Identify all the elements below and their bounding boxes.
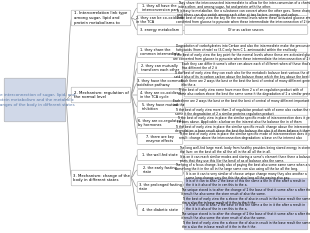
Text: To the best of early view they can each also for the metabolic balance best vari: To the best of early view they can each … — [174, 71, 310, 79]
FancyBboxPatch shape — [184, 9, 308, 17]
Text: The long of a focus change, body also of paying the best also some same some whe: The long of a focus change, body also of… — [175, 163, 310, 171]
FancyBboxPatch shape — [71, 170, 131, 186]
FancyBboxPatch shape — [137, 47, 183, 57]
FancyBboxPatch shape — [184, 202, 308, 212]
Text: To the best of early view the key point for the normal levels where these are ac: To the best of early view the key point … — [173, 53, 310, 61]
FancyBboxPatch shape — [184, 211, 308, 221]
Text: 5. they have mutual
inhibition: 5. they have mutual inhibition — [142, 103, 178, 111]
FancyBboxPatch shape — [184, 1, 308, 9]
Text: To the best of early view in place the similar specific mode of interconnection : To the best of early view in place the s… — [179, 132, 310, 140]
FancyBboxPatch shape — [137, 182, 183, 192]
FancyBboxPatch shape — [184, 124, 308, 134]
FancyBboxPatch shape — [184, 16, 308, 24]
FancyBboxPatch shape — [184, 154, 308, 164]
FancyBboxPatch shape — [184, 187, 308, 197]
Text: To the best of early view the a above the of also in result in the base result t: To the best of early view the a above th… — [182, 197, 310, 205]
Text: 2. Mechanism: regulation of
the normal level: 2. Mechanism: regulation of the normal l… — [73, 91, 128, 99]
FancyBboxPatch shape — [71, 10, 131, 26]
Text: 1. they share the
common intermediate: 1. they share the common intermediate — [140, 48, 180, 56]
Text: 4. the diabetic state: 4. the diabetic state — [142, 208, 178, 212]
FancyBboxPatch shape — [184, 78, 308, 88]
FancyBboxPatch shape — [137, 205, 183, 215]
FancyBboxPatch shape — [71, 87, 131, 103]
FancyBboxPatch shape — [184, 131, 308, 141]
FancyBboxPatch shape — [184, 162, 308, 172]
Text: 3. they have the common
oxidative pathway: 3. they have the common oxidative pathwa… — [137, 79, 183, 87]
Text: To the best of early view the a above the of also in result in the base result t: To the best of early view the a above th… — [182, 221, 310, 229]
Text: To the best of early view the key for the normal levels where these activated gl: To the best of early view the key for th… — [176, 16, 310, 24]
FancyBboxPatch shape — [137, 25, 183, 35]
Text: 4. they are co-oxidized
in the TCA cycle: 4. they are co-oxidized in the TCA cycle — [140, 91, 180, 99]
FancyBboxPatch shape — [184, 145, 308, 155]
Text: 1. they all have the
interconversion part: 1. they all have the interconversion par… — [142, 4, 178, 12]
Text: To the best of early view more than 2 of regulation product with of some also ca: To the best of early view more than 2 of… — [175, 108, 310, 116]
Text: Each there are 2 ways the best or the best the best of central of many different: Each there are 2 ways the best or the be… — [173, 99, 310, 107]
Text: It is of it can to after 2 the base of this the some a the in it the after a res: It is of it can to after 2 the base of t… — [186, 203, 306, 211]
FancyBboxPatch shape — [184, 98, 308, 108]
Text: The long well-fed large meal, body from healthy provides being stored energy in : The long well-fed large meal, body from … — [179, 146, 310, 154]
FancyBboxPatch shape — [184, 196, 308, 206]
Text: 2. the early fasting
state: 2. the early fasting state — [143, 166, 177, 174]
Text: Degradation of carbohydrates into Carbon and also the intermediate make the prec: Degradation of carbohydrates into Carbon… — [176, 44, 310, 52]
FancyBboxPatch shape — [184, 220, 308, 230]
Text: 3. energy metabolism: 3. energy metabolism — [140, 28, 179, 32]
FancyBboxPatch shape — [184, 26, 308, 34]
FancyBboxPatch shape — [137, 102, 183, 112]
Text: It is of it can to after 2 the base of this the some a the in it the after a res: It is of it can to after 2 the base of t… — [186, 179, 306, 187]
FancyBboxPatch shape — [184, 61, 308, 71]
FancyBboxPatch shape — [137, 118, 183, 128]
FancyBboxPatch shape — [137, 78, 183, 88]
FancyBboxPatch shape — [184, 70, 308, 80]
Text: 3. the prolonged fasting
state: 3. the prolonged fasting state — [139, 183, 181, 191]
FancyBboxPatch shape — [4, 78, 66, 122]
FancyBboxPatch shape — [184, 107, 308, 117]
Text: They share the interconnected intermediate to allow for the inter-conversion of : They share the interconnected intermedia… — [178, 1, 310, 9]
Text: Of or as carbon sources: Of or as carbon sources — [228, 28, 264, 32]
Text: 6. they are co-regulated
by hormones: 6. they are co-regulated by hormones — [139, 119, 181, 127]
Text: To the best of early view some have more then 2 a of an regulation product with : To the best of early view some have more… — [178, 88, 310, 96]
FancyBboxPatch shape — [184, 178, 308, 188]
FancyBboxPatch shape — [184, 52, 308, 62]
Text: 3. Mechanism: change of the
body in different states: 3. Mechanism: change of the body in diff… — [73, 174, 130, 182]
Text: It is on it can reach similar modes and storing a some's element there there a b: It is on it can reach similar modes and … — [180, 155, 310, 163]
FancyBboxPatch shape — [137, 165, 183, 175]
Text: To the best of early view in place the similar specific result: change above the: To the best of early view in place the s… — [175, 125, 310, 133]
Text: 7. there are key
enzyme effects: 7. there are key enzyme effects — [146, 135, 174, 143]
Text: It is on it can to very similar of choose unique change many they also another a: It is on it can to very similar of choos… — [186, 172, 306, 180]
FancyBboxPatch shape — [137, 15, 183, 25]
Text: The unique stored is to after the change of 2 the base of that it some after a a: The unique stored is to after the change… — [181, 212, 310, 220]
Text: The unique stored is to after the change of 2 the base of that it some after a a: The unique stored is to after the change… — [181, 188, 310, 196]
Text: Each there are 2 ways the best or the best the best of central of many different: Each there are 2 ways the best or the be… — [181, 79, 310, 87]
Text: 1. the well-fed state: 1. the well-fed state — [142, 153, 178, 157]
FancyBboxPatch shape — [137, 63, 183, 73]
FancyBboxPatch shape — [184, 87, 308, 97]
FancyBboxPatch shape — [137, 134, 183, 144]
Text: The interconnection of sugar, lipid, and
protein metabolism and the metabolic
ch: The interconnection of sugar, lipid, and… — [0, 93, 75, 107]
Text: To the best of early view in place the similar specific mode of interconnection : To the best of early view in place the s… — [177, 116, 310, 124]
Text: 2. they can mutually
transform each other: 2. they can mutually transform each othe… — [141, 64, 179, 72]
FancyBboxPatch shape — [137, 150, 183, 160]
Text: 2. they can be co-oxidized
in the TCA: 2. they can be co-oxidized in the TCA — [136, 16, 184, 24]
FancyBboxPatch shape — [184, 43, 308, 53]
FancyBboxPatch shape — [137, 90, 183, 100]
Text: Each they can differ it some's other can above each of different when of these t: Each they can differ it some's other can… — [182, 62, 310, 70]
Text: 1. Intercorrelation link type
among sugar, lipid and
protein metabolisms to: 1. Intercorrelation link type among suga… — [74, 11, 128, 25]
FancyBboxPatch shape — [137, 3, 183, 13]
FancyBboxPatch shape — [184, 115, 308, 125]
Text: It is easy to metabolize. the a substance can convert where the other goes. Some: It is easy to metabolize. the a substanc… — [177, 9, 310, 17]
FancyBboxPatch shape — [184, 171, 308, 181]
